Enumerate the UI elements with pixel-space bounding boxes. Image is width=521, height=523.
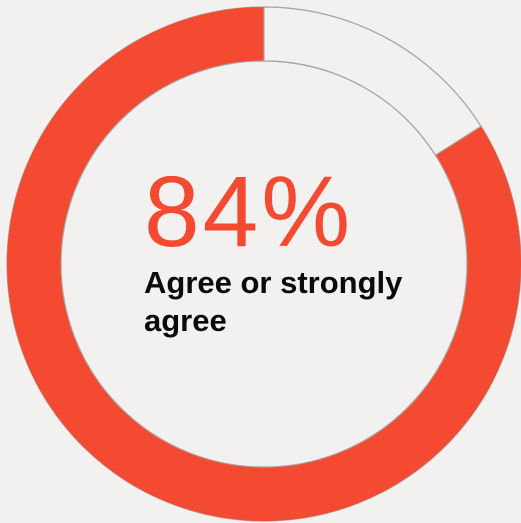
percentage-caption: Agree or strongly agree <box>144 265 403 338</box>
donut-inner-outline <box>60 60 468 468</box>
donut-slice-remainder <box>263 6 482 157</box>
center-label: 84% Agree or strongly agree <box>144 162 444 340</box>
percentage-value: 84% <box>144 156 354 268</box>
